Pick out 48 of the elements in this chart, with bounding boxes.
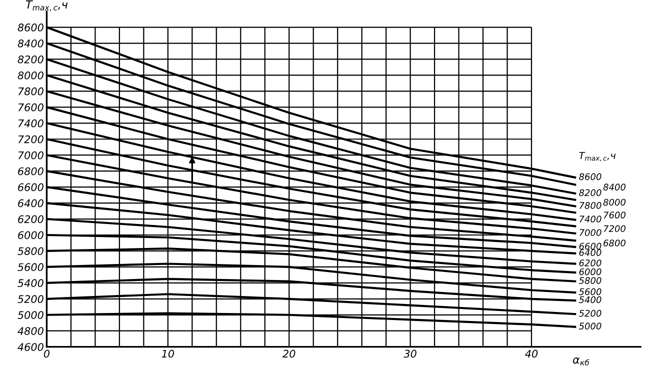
- text: 6800: [604, 240, 626, 246]
- y-tick-label: 7000: [18, 151, 44, 160]
- y-tick-label: 5400: [18, 279, 44, 288]
- series-label: 6000: [579, 268, 602, 276]
- y-tick-label: 5000: [18, 311, 44, 319]
- y-tick-label: 6800: [18, 167, 44, 176]
- y-tick-label: 7600: [18, 103, 44, 112]
- y-tick-label: 8000: [18, 71, 44, 80]
- x-tick-label: 0: [44, 350, 50, 358]
- text: 7600: [604, 212, 626, 218]
- y-tick-label: 7800: [18, 87, 44, 96]
- series-label: 5200: [578, 310, 602, 317]
- y-tick-label: 6200: [18, 215, 44, 224]
- y-tick-label: 8200: [18, 55, 44, 64]
- x-axis-title: α$_{кб}$: [573, 357, 590, 366]
- series-label: 8600: [579, 173, 602, 180]
- y-tick-label: 7400: [18, 119, 44, 128]
- y-tick-label: 5600: [18, 263, 44, 272]
- x-tick-label: 10: [162, 350, 174, 358]
- y-tick-label: 6600: [18, 183, 44, 192]
- text: 7200: [604, 225, 626, 232]
- y-tick-label: 5200: [18, 295, 44, 304]
- x-tick-label: 30: [404, 350, 416, 358]
- series-label: 8200: [579, 189, 602, 196]
- series-label: 6200: [579, 260, 602, 266]
- y-tick-label: 7200: [18, 135, 44, 144]
- text: 8400: [603, 184, 626, 190]
- y-axis-title: T$_{max,c}$,ч: [26, 0, 68, 12]
- legend-title: T$_{max,c}$,ч: [579, 152, 616, 162]
- series-label: 6600: [579, 242, 602, 250]
- y-tick-label: 4600: [18, 343, 44, 351]
- series-label: 5400: [578, 296, 602, 304]
- series-label: 5600: [578, 288, 602, 296]
- y-tick-label: 4800: [18, 327, 44, 335]
- y-tick-label: 6000: [18, 231, 44, 240]
- y-tick-label: 6400: [18, 199, 44, 208]
- series-label: 7000: [580, 229, 602, 236]
- series-label: 7400: [580, 216, 602, 222]
- y-tick-label: 8400: [18, 39, 44, 48]
- series-label: 5800: [578, 277, 602, 284]
- x-tick-label: 20: [282, 350, 296, 358]
- y-tick-label: 8600: [18, 24, 44, 32]
- y-tick-label: 5800: [18, 247, 44, 256]
- series-label: 7800: [580, 202, 602, 209]
- x-tick-label: 40: [525, 350, 538, 358]
- series-label: 5000: [578, 322, 602, 330]
- text: 8000: [603, 198, 626, 206]
- series-label: 6400: [579, 249, 602, 256]
